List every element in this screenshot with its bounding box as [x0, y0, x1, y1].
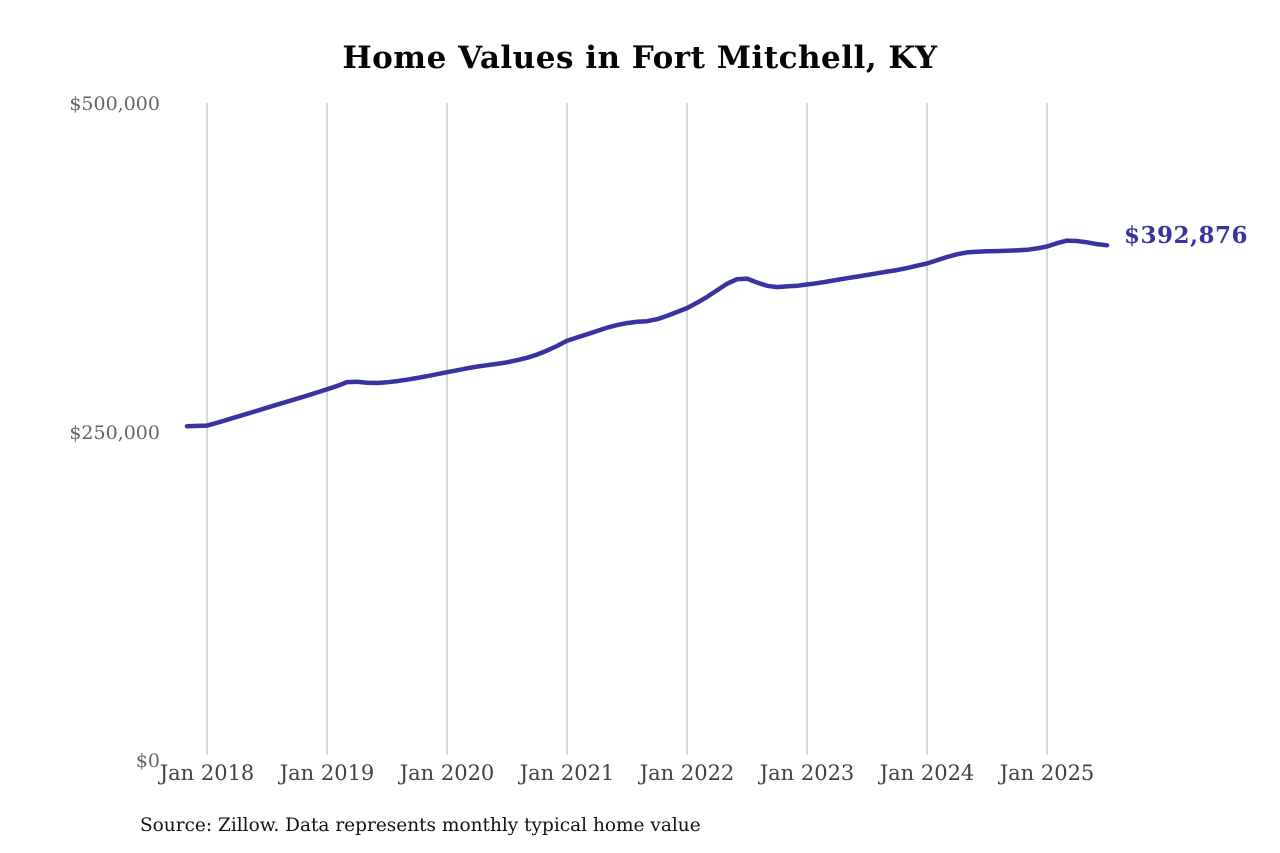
x-axis-tick-label-2025: Jan 2025: [999, 761, 1095, 785]
x-axis-tick-label-2021: Jan 2021: [519, 761, 615, 785]
x-axis-tick-label-2020: Jan 2020: [399, 761, 495, 785]
x-axis-tick-label-2023: Jan 2023: [759, 761, 855, 785]
x-axis-tick-label-2019: Jan 2019: [279, 761, 375, 785]
current-value-label: $392,876: [1124, 222, 1249, 249]
chart-title: Home Values in Fort Mitchell, KY: [342, 40, 938, 76]
gridlines: [206, 103, 1048, 755]
y-axis-tick-label-0: $0: [135, 750, 160, 772]
source-note: Source: Zillow. Data represents monthly …: [140, 815, 701, 836]
y-axis-tick-label-250k: $250,000: [69, 422, 160, 444]
home-value-series-line: [184, 238, 1110, 429]
x-axis-tick-label-2024: Jan 2024: [879, 761, 975, 785]
y-axis-tick-label-500k: $500,000: [69, 93, 160, 115]
x-axis-tick-label-2018: Jan 2018: [159, 761, 255, 785]
x-axis-tick-label-2022: Jan 2022: [639, 761, 735, 785]
